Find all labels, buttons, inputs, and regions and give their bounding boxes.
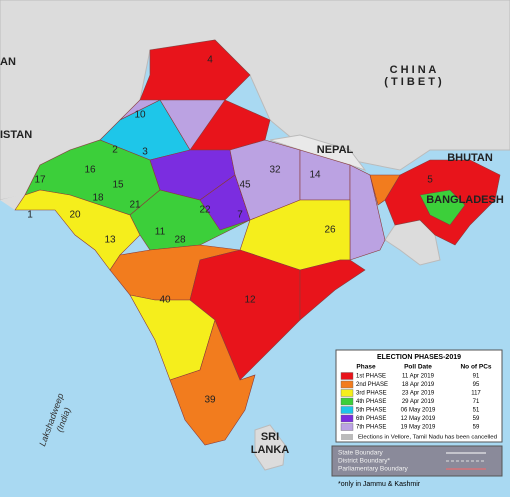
legend-date: 29 Apr 2019 — [402, 399, 435, 405]
legend-header: Phase — [356, 364, 376, 371]
constituency-number: 11 — [155, 227, 166, 238]
constituency-number: 2 — [112, 145, 118, 156]
region — [299, 259, 366, 321]
legend-header: No of PCs — [460, 364, 491, 371]
constituency-number: 45 — [239, 180, 251, 191]
constituency-number: 12 — [244, 295, 256, 306]
country-label: SRI — [261, 431, 279, 443]
legend-phase: 1st PHASE — [356, 374, 386, 380]
constituency-number: 1 — [27, 210, 33, 221]
legend-swatch — [340, 372, 354, 380]
legend-note: Elections in Vellore, Tamil Nadu has bee… — [358, 435, 497, 441]
legend-title: ELECTION PHASES-2019 — [377, 354, 461, 361]
legend-phase: 3rd PHASE — [356, 391, 387, 397]
legend-swatch — [341, 434, 353, 440]
region — [419, 189, 466, 226]
legend-date: 23 Apr 2019 — [402, 391, 435, 397]
constituency-number: 15 — [112, 180, 124, 191]
legend-swatch — [340, 406, 354, 414]
constituency-number: 3 — [142, 147, 148, 158]
country-label: ( T I B E T ) — [384, 76, 442, 88]
footnote: *only in Jammu & Kashmir — [338, 481, 421, 488]
constituency-number: 14 — [309, 170, 321, 181]
region — [369, 174, 401, 206]
country-label: AN — [0, 56, 16, 68]
constituency-number: 39 — [204, 395, 216, 406]
region — [169, 319, 256, 446]
legend-swatch — [340, 414, 354, 423]
legend-pcs: 95 — [473, 382, 480, 388]
legend-swatch — [340, 397, 354, 406]
country-label: C H I N A — [390, 64, 437, 76]
constituency-number: 10 — [134, 110, 146, 121]
legend-pcs: 59 — [473, 425, 480, 431]
constituency-number: 28 — [174, 235, 186, 246]
constituency-number: 40 — [159, 295, 171, 306]
constituency-number: 20 — [69, 210, 81, 221]
legend-date: 06 May 2019 — [401, 408, 436, 414]
constituency-number: 5 — [427, 175, 433, 186]
legend-date: 11 Apr 2019 — [402, 374, 435, 380]
legend-date: 19 May 2019 — [401, 425, 436, 431]
constituency-number: 21 — [129, 200, 141, 211]
legend-pcs: 91 — [473, 374, 480, 380]
legend-header: Poll Date — [404, 364, 432, 371]
legend-phase: 5th PHASE — [356, 408, 386, 414]
country-label: LANKA — [251, 444, 290, 456]
constituency-number: 17 — [34, 175, 46, 186]
legend-pcs: 117 — [471, 391, 481, 397]
legend-swatch — [340, 423, 354, 431]
legend-swatch — [340, 389, 354, 397]
constituency-number: 16 — [84, 165, 96, 176]
constituency-number: 18 — [92, 193, 104, 204]
boundary-label: Parliamentary Boundary — [338, 466, 408, 473]
country-label: BANGLADESH — [426, 194, 504, 206]
constituency-number: 4 — [207, 55, 213, 66]
constituency-number: 26 — [324, 225, 336, 236]
boundary-label: State Boundary — [338, 450, 384, 457]
legend-swatch — [340, 380, 354, 389]
legend-pcs: 59 — [473, 416, 480, 422]
boundary-label: District Boundary* — [338, 458, 390, 465]
constituency-number: 32 — [269, 165, 281, 176]
legend-phase: 7th PHASE — [356, 425, 386, 431]
country-label: BHUTAN — [447, 152, 493, 164]
constituency-number: 7 — [237, 210, 243, 221]
legend-phase: 6th PHASE — [356, 416, 386, 422]
country-label: NEPAL — [317, 144, 354, 156]
legend-box — [335, 349, 503, 443]
legend-phase: 4th PHASE — [356, 399, 386, 405]
legend-pcs: 51 — [473, 408, 480, 414]
legend-date: 18 Apr 2019 — [402, 382, 435, 388]
legend-phase: 2nd PHASE — [356, 382, 388, 388]
region — [14, 189, 141, 271]
constituency-number: 13 — [104, 235, 116, 246]
legend-date: 12 May 2019 — [401, 416, 436, 422]
country-label: ISTAN — [0, 129, 32, 141]
legend-pcs: 71 — [473, 399, 480, 405]
constituency-number: 22 — [199, 205, 211, 216]
sri-lanka-shape — [254, 424, 286, 471]
